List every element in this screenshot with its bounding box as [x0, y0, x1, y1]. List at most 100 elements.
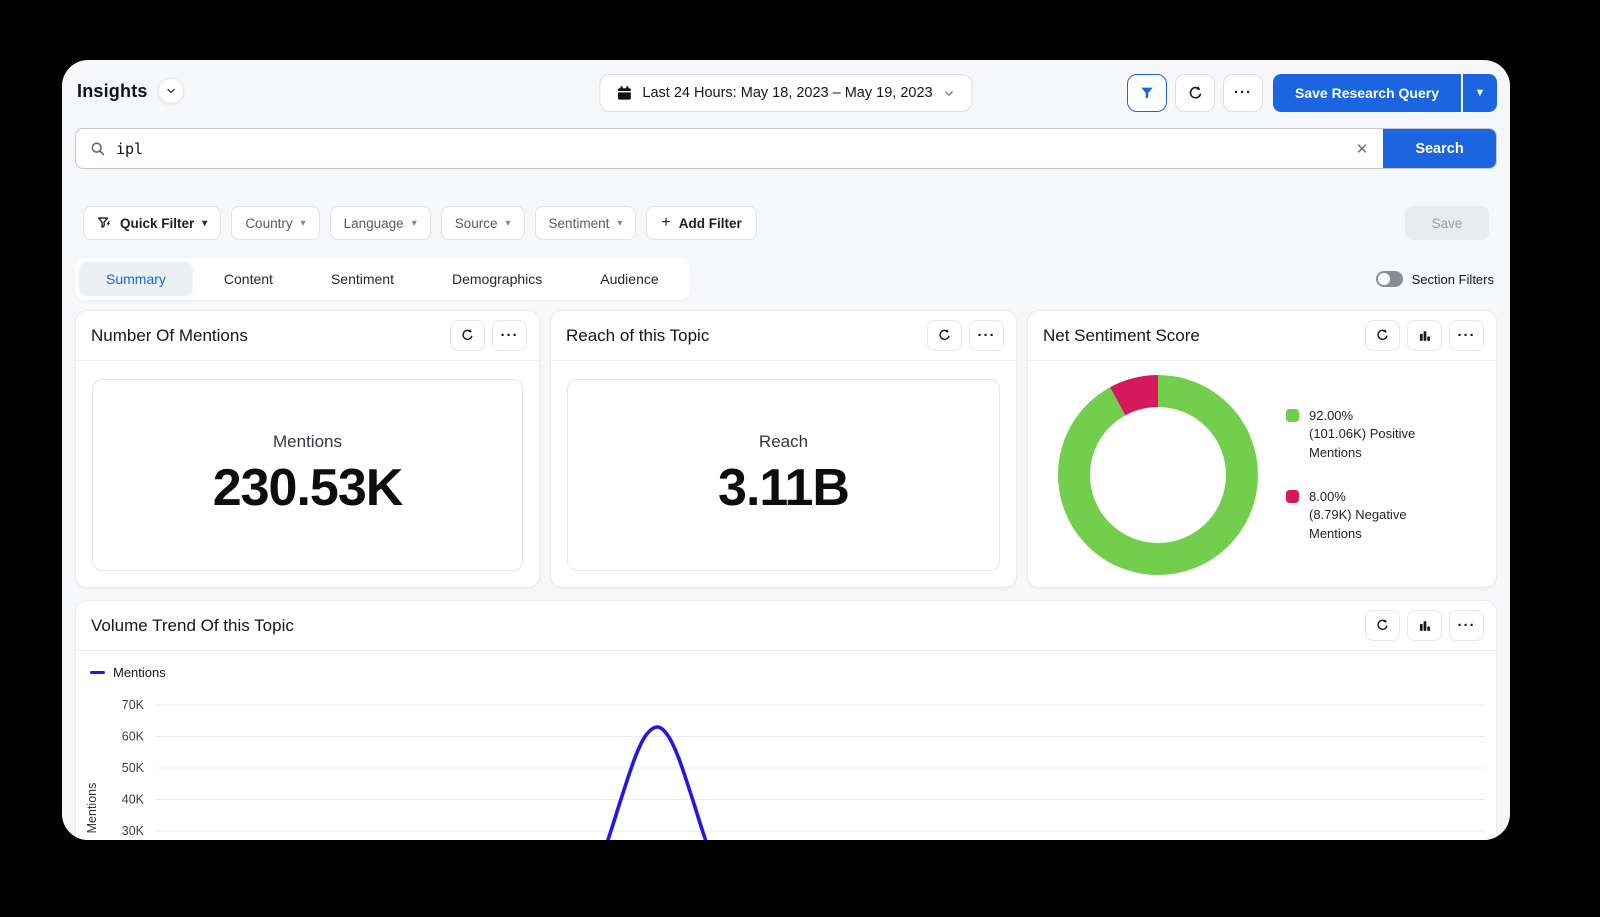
ellipsis-icon: ···: [500, 326, 519, 344]
save-filters-button[interactable]: Save: [1405, 206, 1489, 240]
filter-button[interactable]: [1127, 74, 1168, 112]
refresh-icon: [1377, 619, 1388, 630]
number-of-mentions-card: Number Of Mentions ··· Mentions 230.53K: [75, 310, 540, 588]
section-filters-toggle[interactable]: [1375, 271, 1403, 287]
caret-down-icon: ▾: [411, 217, 417, 229]
stat-label: Reach: [758, 432, 809, 451]
dashboard-panel: Insights Last 24 Hours: May 18, 2023 – M…: [62, 60, 1510, 840]
tabs: Summary Content Sentiment Demographics A…: [75, 258, 690, 300]
caret-down-icon: ▾: [617, 217, 623, 229]
refresh-button[interactable]: [1365, 320, 1400, 351]
clear-search-button[interactable]: ✕: [1341, 140, 1383, 158]
search-icon: [90, 141, 106, 157]
tab-sentiment[interactable]: Sentiment: [330, 271, 394, 287]
search-button[interactable]: Search: [1383, 129, 1496, 168]
bar-chart-icon: [1419, 330, 1430, 341]
negative-swatch: [1286, 490, 1299, 503]
chevron-down-icon: [945, 90, 954, 96]
caret-down-icon: ▾: [505, 217, 511, 229]
more-options-button[interactable]: ···: [1449, 320, 1484, 351]
mentions-series-label: Mentions: [113, 665, 166, 680]
refresh-button[interactable]: [450, 320, 485, 351]
donut-slice-positive-mentions[interactable]: [1058, 375, 1258, 575]
sentiment-label: Sentiment: [548, 215, 610, 231]
y-tick-label: 50K: [122, 761, 145, 775]
y-tick-label: 30K: [122, 824, 145, 838]
close-icon: ✕: [1355, 140, 1369, 158]
more-options-button[interactable]: ···: [969, 320, 1004, 351]
y-tick-label: 60K: [122, 730, 145, 744]
reach-value: 3.11B: [718, 459, 850, 517]
quick-filter-dropdown[interactable]: Quick Filter ▾: [83, 206, 222, 240]
donut-slice-negative-mentions[interactable]: [1058, 375, 1258, 575]
y-axis-title: Mentions: [85, 783, 99, 834]
refresh-icon: [939, 329, 950, 340]
ellipsis-icon: ···: [1457, 326, 1476, 344]
refresh-button[interactable]: [1175, 74, 1216, 112]
country-dropdown[interactable]: Country ▾: [231, 206, 320, 240]
donut-legend: 92.00% (101.06K) Positive Mentions 8.00%…: [1286, 407, 1437, 544]
quick-filter-label: Quick Filter: [120, 215, 195, 231]
page-title: Insights: [77, 80, 148, 101]
card-body: 92.00% (101.06K) Positive Mentions 8.00%…: [1028, 361, 1496, 587]
search-bar: ✕ Search: [75, 128, 1497, 169]
add-filter-button[interactable]: + Add Filter: [646, 206, 757, 240]
tab-summary[interactable]: Summary: [79, 262, 193, 296]
insights-group: Insights: [77, 78, 184, 104]
y-tick-label: 70K: [122, 698, 145, 712]
chart-type-button[interactable]: [1407, 320, 1442, 351]
mentions-stat-box: Mentions 230.53K: [92, 379, 523, 571]
save-research-query-dropdown[interactable]: ▼: [1461, 74, 1497, 112]
more-options-button[interactable]: ···: [492, 320, 527, 351]
date-range-label: Last 24 Hours: May 18, 2023 – May 19, 20…: [642, 85, 933, 101]
card-title: Net Sentiment Score: [1043, 325, 1200, 345]
refresh-button[interactable]: [927, 320, 962, 351]
reach-stat-box: Reach 3.11B: [567, 379, 1000, 571]
tab-audience[interactable]: Audience: [600, 271, 659, 287]
refresh-icon: [462, 329, 473, 340]
language-label: Language: [343, 215, 404, 231]
toggle-knob: [1377, 273, 1390, 285]
ellipsis-icon: ···: [977, 326, 996, 344]
reach-card: Reach of this Topic ··· Reach 3.11B: [550, 310, 1017, 588]
funnel-icon: [1141, 87, 1153, 99]
more-options-button[interactable]: ···: [1223, 74, 1264, 112]
card-title: Volume Trend Of this Topic: [91, 615, 294, 635]
series-legend: Mentions: [90, 665, 166, 680]
stat-label: Mentions: [273, 432, 342, 451]
card-header: Number Of Mentions ···: [76, 311, 539, 361]
tab-content[interactable]: Content: [223, 271, 273, 287]
quick-filter-icon: [98, 216, 111, 228]
refresh-button[interactable]: [1365, 610, 1400, 641]
volume-trend-line-chart[interactable]: 70K 60K 50K 40K 30K Mentions: [76, 689, 1497, 840]
net-sentiment-donut-chart[interactable]: [1058, 375, 1258, 575]
more-options-button[interactable]: ···: [1449, 610, 1484, 641]
triangle-down-icon: ▼: [1474, 87, 1486, 99]
refresh-icon: [1377, 329, 1388, 340]
negative-label: (8.79K) Negative Mentions: [1309, 507, 1407, 541]
source-label: Source: [454, 215, 498, 231]
date-range-picker[interactable]: Last 24 Hours: May 18, 2023 – May 19, 20…: [599, 74, 973, 112]
negative-pct: 8.00%: [1309, 489, 1346, 504]
caret-down-icon: ▾: [202, 217, 208, 229]
legend-item-negative: 8.00% (8.79K) Negative Mentions: [1286, 488, 1437, 543]
calendar-icon: [618, 86, 631, 100]
insights-dropdown-button[interactable]: [157, 78, 184, 104]
language-dropdown[interactable]: Language ▾: [329, 206, 431, 240]
top-bar: Insights Last 24 Hours: May 18, 2023 – M…: [75, 74, 1497, 114]
section-filters: Section Filters: [1375, 271, 1494, 287]
section-filters-label: Section Filters: [1411, 271, 1494, 287]
chart-type-button[interactable]: [1407, 610, 1442, 641]
volume-trend-card: Volume Trend Of this Topic ··: [75, 600, 1497, 840]
save-research-query-button[interactable]: Save Research Query: [1273, 74, 1461, 112]
mentions-line-series[interactable]: [156, 725, 1486, 840]
tab-demographics[interactable]: Demographics: [452, 271, 543, 287]
bar-chart-icon: [1419, 620, 1430, 631]
positive-swatch: [1286, 408, 1299, 422]
sentiment-dropdown[interactable]: Sentiment ▾: [534, 206, 637, 240]
source-dropdown[interactable]: Source ▾: [440, 206, 525, 240]
card-title: Number Of Mentions: [91, 325, 248, 345]
positive-label: (101.06K) Positive Mentions: [1309, 426, 1416, 460]
search-input[interactable]: [116, 129, 1341, 168]
plus-icon: +: [661, 214, 671, 231]
